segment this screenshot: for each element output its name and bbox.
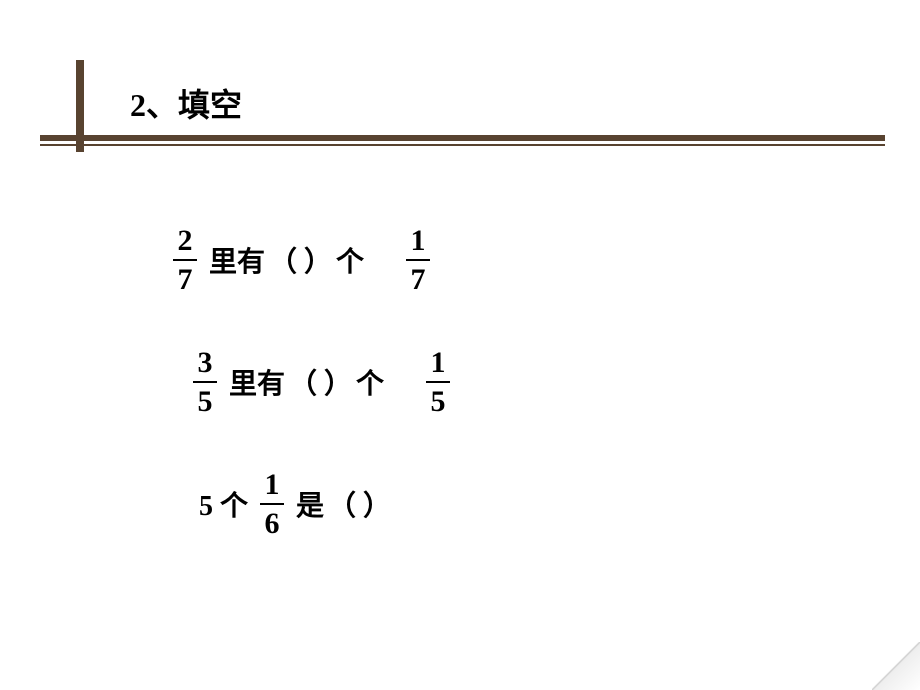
fraction-1b: 1 7 [406, 224, 430, 296]
divider [40, 135, 885, 146]
problem-2: 3 5 里有 （ ） 个 1 5 [165, 346, 920, 418]
denominator: 7 [178, 263, 193, 296]
blank-1: （ ） [269, 240, 332, 280]
text-count: 个 [336, 240, 364, 280]
problem-1: 2 7 里有 （ ） 个 1 7 [165, 224, 920, 296]
fraction-line [260, 503, 284, 505]
text-is: 是 [296, 484, 324, 524]
fraction-1a: 2 7 [173, 224, 197, 296]
fraction-line [173, 259, 197, 261]
content-area: 2 7 里有 （ ） 个 1 7 3 5 里有 （ ） 个 1 5 5 个 [0, 144, 920, 540]
blank-2: （ ） [289, 362, 352, 402]
denominator: 6 [265, 507, 280, 540]
fraction-2b: 1 5 [426, 346, 450, 418]
denominator: 5 [198, 385, 213, 418]
numerator: 1 [265, 468, 280, 501]
fraction-line [406, 259, 430, 261]
fraction-line [426, 381, 450, 383]
denominator: 5 [431, 385, 446, 418]
text-five-units: 5 个 [199, 484, 248, 524]
section-title: 2、填空 [130, 80, 920, 126]
text-count: 个 [356, 362, 384, 402]
text-contains: 里有 [229, 362, 285, 402]
page-curl-icon [872, 642, 920, 690]
blank-3: （ ） [328, 484, 391, 524]
numerator: 1 [431, 346, 446, 379]
header: 2、填空 [0, 0, 920, 126]
denominator: 7 [411, 263, 426, 296]
fraction-2a: 3 5 [193, 346, 217, 418]
divider-bottom-line [40, 144, 885, 146]
text-contains: 里有 [209, 240, 265, 280]
numerator: 2 [178, 224, 193, 257]
numerator: 1 [411, 224, 426, 257]
numerator: 3 [198, 346, 213, 379]
fraction-3: 1 6 [260, 468, 284, 540]
problem-3: 5 个 1 6 是 （ ） [165, 468, 920, 540]
fraction-line [193, 381, 217, 383]
